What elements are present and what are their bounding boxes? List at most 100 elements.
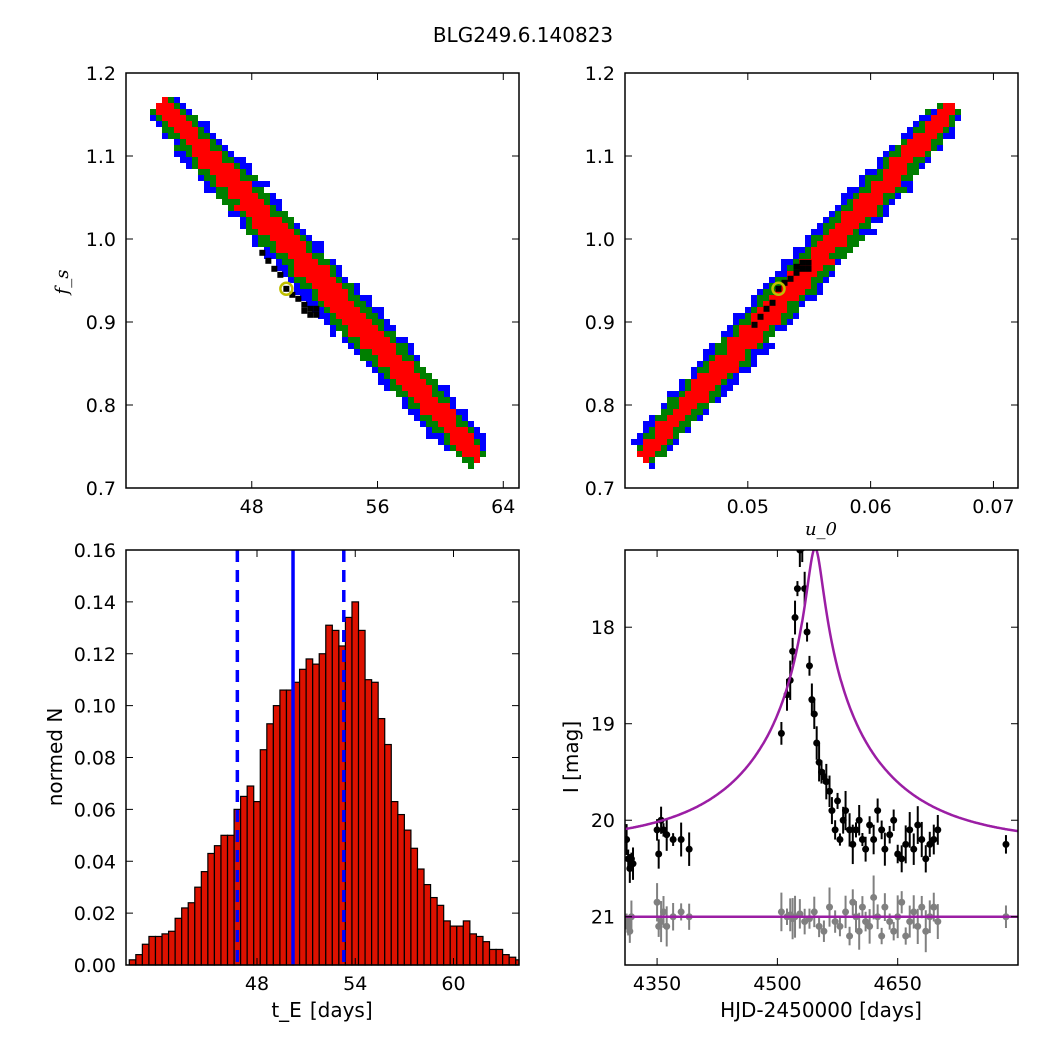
region-1sigma	[210, 169, 216, 175]
region-2sigma	[432, 379, 438, 385]
region-2sigma	[943, 127, 949, 133]
region-1sigma	[234, 181, 240, 187]
region-2sigma	[637, 445, 643, 451]
region-1sigma	[240, 199, 246, 205]
region-best-cells	[763, 305, 770, 312]
region-3sigma	[901, 133, 907, 139]
region-2sigma	[246, 229, 252, 235]
residual-point	[659, 908, 667, 916]
region-2sigma	[883, 193, 889, 199]
region-2sigma	[865, 223, 871, 229]
region-1sigma	[769, 313, 775, 319]
region-1sigma	[859, 193, 865, 199]
region-2sigma	[168, 127, 174, 133]
region-2sigma	[396, 391, 402, 397]
region-2sigma	[432, 427, 438, 433]
region-1sigma	[342, 307, 348, 313]
region-1sigma	[721, 361, 727, 367]
region-1sigma	[733, 343, 739, 349]
region-1sigma	[757, 325, 763, 331]
region-2sigma	[234, 163, 240, 169]
region-1sigma	[757, 331, 763, 337]
region-1sigma	[306, 277, 312, 283]
region-1sigma	[823, 235, 829, 241]
region-2sigma	[186, 145, 192, 151]
region-2sigma	[925, 151, 931, 157]
region-3sigma	[871, 217, 877, 223]
region-3sigma	[877, 157, 883, 163]
region-1sigma	[883, 175, 889, 181]
region-2sigma	[342, 325, 348, 331]
region-2sigma	[721, 343, 727, 349]
region-2sigma	[174, 133, 180, 139]
residual-point	[820, 927, 828, 935]
region-1sigma	[432, 409, 438, 415]
region-3sigma	[252, 235, 258, 241]
region-1sigma	[715, 355, 721, 361]
region-1sigma	[859, 205, 865, 211]
region-2sigma	[805, 289, 811, 295]
region-3sigma	[414, 415, 420, 421]
region-3sigma	[306, 289, 312, 295]
histogram-bar	[384, 743, 392, 966]
axis-ticks: 48 54 60 0.00 0.02 0.04 0.06 0.08 0.10 0.12 0.14 0.…	[74, 540, 519, 995]
region-3sigma	[204, 127, 210, 133]
region-1sigma	[288, 253, 294, 259]
region-3sigma	[763, 283, 769, 289]
region-1sigma	[216, 151, 222, 157]
region-2sigma	[270, 247, 276, 253]
region-1sigma	[360, 325, 366, 331]
region-1sigma	[895, 157, 901, 163]
region-2sigma	[462, 421, 468, 427]
region-2sigma	[282, 259, 288, 265]
region-1sigma	[655, 427, 661, 433]
region-1sigma	[246, 211, 252, 217]
region-2sigma	[192, 121, 198, 127]
region-3sigma	[733, 313, 739, 319]
region-1sigma	[793, 283, 799, 289]
region-3sigma	[444, 385, 450, 391]
region-best-cells	[313, 311, 320, 318]
region-2sigma	[312, 289, 318, 295]
photometry-point	[669, 836, 677, 844]
region-1sigma	[396, 361, 402, 367]
region-1sigma	[288, 247, 294, 253]
region-1sigma	[282, 241, 288, 247]
region-2sigma	[781, 319, 787, 325]
region-1sigma	[709, 379, 715, 385]
region-2sigma	[204, 169, 210, 175]
y-tick-label: 1.2	[585, 63, 615, 85]
y-tick-label: 0.8	[585, 395, 615, 417]
region-3sigma	[276, 259, 282, 265]
histogram-bar	[298, 668, 307, 966]
region-2sigma	[288, 265, 294, 271]
histogram-bar	[226, 834, 235, 966]
region-1sigma	[228, 169, 234, 175]
region-3sigma	[751, 295, 757, 301]
region-2sigma	[745, 349, 751, 355]
region-3sigma	[919, 163, 925, 169]
axis-ticks: 0.05 0.06 0.07 0.7 0.8 0.9 1.0 1.1 1.2	[585, 63, 1018, 518]
region-2sigma	[877, 169, 883, 175]
histogram-bar	[416, 868, 425, 966]
region-3sigma	[757, 349, 763, 355]
region-2sigma	[901, 187, 907, 193]
region-2sigma	[258, 241, 264, 247]
region-1sigma	[192, 139, 198, 145]
region-1sigma	[216, 163, 222, 169]
region-3sigma	[240, 223, 246, 229]
region-1sigma	[408, 391, 414, 397]
region-1sigma	[276, 235, 282, 241]
y-tick-label: 1.1	[585, 146, 615, 168]
histogram-bar	[351, 601, 360, 966]
region-1sigma	[252, 205, 258, 211]
region-2sigma	[913, 157, 919, 163]
region-1sigma	[210, 157, 216, 163]
region-1sigma	[889, 157, 895, 163]
region-1sigma	[444, 415, 450, 421]
region-1sigma	[360, 337, 366, 343]
region-2sigma	[847, 235, 853, 241]
photometry-point	[842, 807, 850, 815]
region-1sigma	[847, 229, 853, 235]
region-1sigma	[853, 205, 859, 211]
